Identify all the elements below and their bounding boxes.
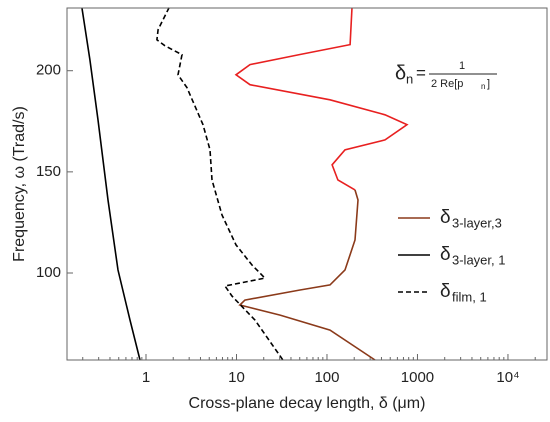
y-tick-label: 200 bbox=[36, 62, 61, 79]
y-tick-label: 150 bbox=[36, 163, 61, 180]
x-tick-label: 1000 bbox=[401, 369, 434, 386]
annotation: δ n = 1 2 Re[p n ] bbox=[395, 60, 497, 91]
y-tick-label: 100 bbox=[36, 264, 61, 281]
curve bbox=[156, 7, 284, 361]
curve bbox=[234, 7, 409, 191]
x-axis-title: Cross-plane decay length, δ (μm) bbox=[189, 395, 426, 412]
formula-lhs: δ bbox=[395, 62, 406, 84]
x-tick-label: 10⁴ bbox=[496, 369, 519, 386]
legend-label: δ bbox=[440, 207, 451, 228]
legend-label-sub: 3-layer, 1 bbox=[452, 252, 505, 267]
formula-lhs-sub: n bbox=[406, 71, 413, 86]
formula-eq: = bbox=[416, 63, 426, 82]
plot-frame bbox=[66, 7, 548, 361]
formula-denominator-sub: n bbox=[481, 82, 485, 91]
formula-denominator-end: ] bbox=[487, 78, 490, 90]
curve bbox=[238, 189, 376, 361]
legend-label: δ bbox=[440, 281, 451, 302]
curve bbox=[81, 7, 141, 361]
x-tick-label: 10 bbox=[228, 369, 245, 386]
legend-label-sub: film, 1 bbox=[452, 289, 487, 304]
legend-label-sub: 3-layer,3 bbox=[452, 215, 502, 230]
x-tick-label: 100 bbox=[314, 369, 339, 386]
formula-denominator: 2 Re[p bbox=[431, 78, 463, 90]
legend-label: δ bbox=[440, 244, 451, 265]
y-axis-title: Frequency, ω (Trad/s) bbox=[11, 106, 28, 262]
x-tick-label: 1 bbox=[142, 369, 150, 386]
formula-numerator: 1 bbox=[459, 60, 465, 72]
